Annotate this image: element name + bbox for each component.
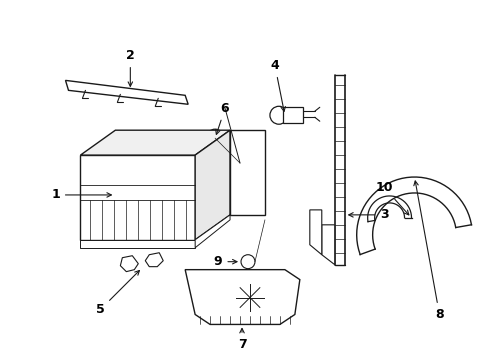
- Polygon shape: [185, 270, 300, 324]
- Polygon shape: [310, 210, 322, 255]
- Polygon shape: [66, 80, 188, 104]
- Polygon shape: [283, 107, 303, 123]
- Polygon shape: [80, 130, 230, 155]
- Text: 4: 4: [270, 59, 285, 111]
- Text: 2: 2: [126, 49, 135, 86]
- Polygon shape: [322, 225, 335, 265]
- Text: 3: 3: [349, 208, 389, 221]
- Text: 7: 7: [238, 328, 246, 351]
- Text: 5: 5: [96, 270, 140, 316]
- Polygon shape: [80, 155, 195, 240]
- Polygon shape: [230, 130, 265, 215]
- Text: 10: 10: [376, 181, 409, 215]
- Text: 1: 1: [51, 188, 111, 202]
- Text: 6: 6: [216, 102, 229, 134]
- Text: 8: 8: [414, 181, 444, 321]
- Text: 9: 9: [214, 255, 237, 268]
- Polygon shape: [195, 130, 230, 240]
- Polygon shape: [195, 215, 230, 248]
- Polygon shape: [80, 240, 195, 248]
